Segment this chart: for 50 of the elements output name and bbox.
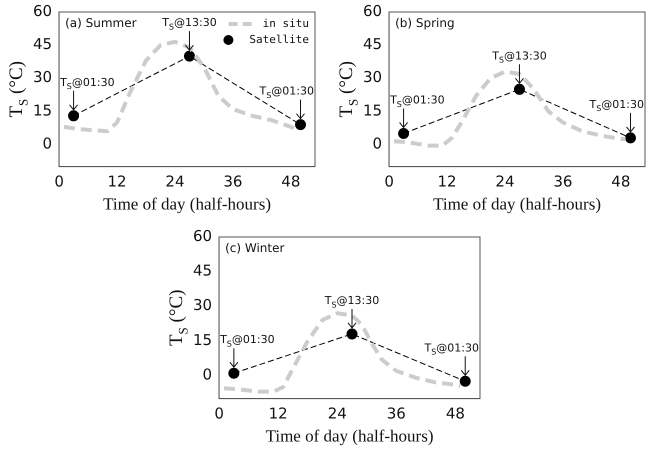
y-axis-title: TS (°C) bbox=[6, 61, 31, 118]
x-tick-label: 36 bbox=[223, 172, 242, 190]
chart-title: (c) Winter bbox=[225, 241, 284, 255]
y-tick-label: 15 bbox=[32, 101, 52, 120]
y-tick-label: 30 bbox=[32, 68, 52, 86]
x-tick-label: 36 bbox=[386, 404, 406, 422]
y-tick-label: 0 bbox=[372, 134, 382, 152]
point bbox=[346, 328, 358, 340]
y-tick-label: 45 bbox=[192, 262, 212, 280]
point bbox=[514, 84, 525, 95]
x-axis-title: Time of day (half-hours) bbox=[103, 194, 272, 214]
x-tick-label: 0 bbox=[384, 172, 394, 190]
y-tick-label: 60 bbox=[362, 2, 382, 20]
x-tick-label: 24 bbox=[165, 172, 185, 190]
x-tick-label: 48 bbox=[611, 172, 630, 190]
point bbox=[68, 110, 80, 122]
point bbox=[228, 368, 240, 379]
y-tick-label: 0 bbox=[42, 134, 52, 152]
point bbox=[295, 119, 306, 130]
y-tick-label: 0 bbox=[202, 365, 212, 384]
point bbox=[460, 376, 471, 387]
y-tick-label: 60 bbox=[192, 226, 212, 245]
x-tick-label: 36 bbox=[553, 172, 572, 190]
x-axis-title: Time of day (half-hours) bbox=[266, 426, 434, 446]
y-tick-label: 45 bbox=[362, 35, 382, 54]
y-axis-title: TS (°C) bbox=[166, 290, 191, 346]
point bbox=[625, 132, 636, 144]
y-tick-label: 15 bbox=[362, 101, 382, 120]
x-tick-label: 0 bbox=[54, 172, 64, 190]
y-tick-label: 30 bbox=[362, 68, 382, 86]
y-tick-label: 60 bbox=[32, 2, 52, 20]
x-tick-label: 48 bbox=[281, 172, 300, 190]
point bbox=[184, 50, 195, 62]
chart-title: (a) Summer bbox=[65, 16, 137, 30]
y-tick-label: 30 bbox=[192, 296, 212, 314]
x-tick-label: 24 bbox=[495, 172, 515, 190]
point bbox=[398, 128, 410, 139]
y-tick-label: 15 bbox=[192, 330, 212, 349]
x-tick-label: 0 bbox=[214, 404, 224, 422]
chart-title: (b) Spring bbox=[395, 16, 455, 30]
y-axis-title: TS (°C) bbox=[336, 61, 361, 118]
x-tick-label: 12 bbox=[268, 404, 288, 422]
x-axis-title: Time of day (half-hours) bbox=[433, 194, 602, 214]
x-tick-label: 48 bbox=[446, 404, 465, 422]
legend-label: Satellite bbox=[249, 32, 310, 46]
x-tick-label: 12 bbox=[107, 172, 127, 190]
legend-label: in situ bbox=[262, 16, 309, 30]
x-tick-label: 12 bbox=[437, 172, 457, 190]
y-tick-label: 45 bbox=[32, 35, 52, 54]
x-tick-label: 24 bbox=[328, 404, 347, 422]
